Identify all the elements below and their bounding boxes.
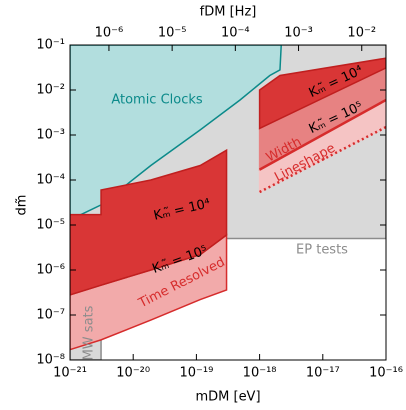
y-tick-label: 10⁻¹: [36, 38, 65, 53]
limit-line: [258, 98, 386, 171]
plot-area: [70, 45, 386, 360]
x-tick-label: 10⁻¹⁷: [306, 366, 340, 381]
region-label: Atomic Clocks: [111, 93, 203, 108]
region-label: MW sats: [82, 305, 97, 360]
y-tick-label: 10⁻⁷: [36, 308, 65, 323]
region-label: EP tests: [296, 243, 348, 258]
x2-tick-label: 10⁻²: [347, 26, 376, 41]
x-tick-label: 10⁻²⁰: [116, 366, 150, 381]
region: [258, 99, 386, 194]
region: [258, 57, 386, 130]
x-tick-label: 10⁻¹⁹: [179, 366, 213, 381]
y-tick-label: 10⁻³: [36, 128, 65, 143]
region: [70, 45, 282, 221]
y-tick-label: 10⁻⁵: [36, 218, 65, 233]
frame: [69, 44, 387, 361]
x-tick-label: 10⁻¹⁸: [243, 366, 277, 381]
x2-tick-label: 10⁻³: [284, 26, 313, 41]
x2-tick-label: 10⁻⁶: [95, 26, 124, 41]
x-tick-label: 10⁻²¹: [53, 366, 87, 381]
x-axis-label: mDM [eV]: [195, 390, 260, 405]
y-axis-label: dm̃: [15, 195, 30, 216]
x2-tick-label: 10⁻⁵: [158, 26, 187, 41]
y-tick-label: 10⁻⁴: [36, 173, 65, 188]
y-tick-label: 10⁻⁸: [36, 353, 65, 368]
y-tick-label: 10⁻⁶: [36, 263, 65, 278]
limit-line: [259, 125, 386, 194]
region: [70, 148, 228, 296]
x2-axis-label: fDM [Hz]: [200, 5, 257, 20]
x-tick-label: 10⁻¹⁶: [369, 366, 403, 381]
x2-tick-label: 10⁻⁴: [221, 26, 250, 41]
y-tick-label: 10⁻²: [36, 83, 65, 98]
